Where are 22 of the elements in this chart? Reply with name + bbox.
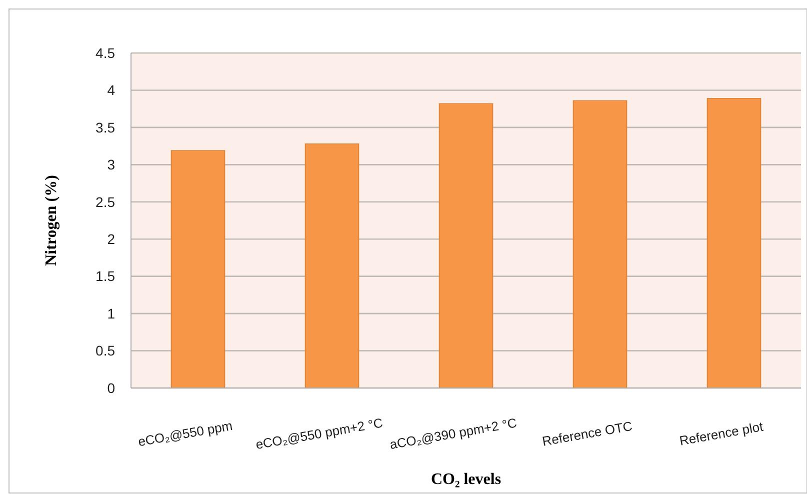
- y-tick-label: 1: [107, 305, 116, 322]
- x-tick-label: Reference OTC: [541, 418, 634, 449]
- y-tick-label: 0.5: [96, 342, 116, 359]
- bar: [170, 150, 226, 388]
- bar: [304, 143, 360, 388]
- y-tick-label: 3.5: [96, 119, 116, 136]
- y-tick-label: 3: [107, 156, 116, 173]
- bar: [706, 98, 762, 388]
- y-tick-label: 0: [107, 380, 116, 396]
- x-tick-label: Reference plot: [678, 418, 765, 448]
- y-tick-label: 2: [107, 231, 116, 248]
- x-tick-label: aCO₂@390 ppm+2 °C: [388, 415, 518, 452]
- y-tick-label: 4: [107, 82, 116, 98]
- x-tick-label: eCO₂@550 ppm+2 °C: [254, 415, 384, 452]
- bar: [438, 103, 494, 388]
- bar: [572, 100, 628, 388]
- y-axis-title: Nitrogen (%): [43, 175, 60, 266]
- x-tick-label: eCO₂@550 ppm: [136, 418, 234, 450]
- y-tick-label: 4.5: [96, 44, 116, 61]
- y-tick-label: 2.5: [96, 194, 116, 210]
- x-axis-title: CO₂ levels: [430, 471, 502, 488]
- y-tick-label: 1.5: [96, 268, 116, 284]
